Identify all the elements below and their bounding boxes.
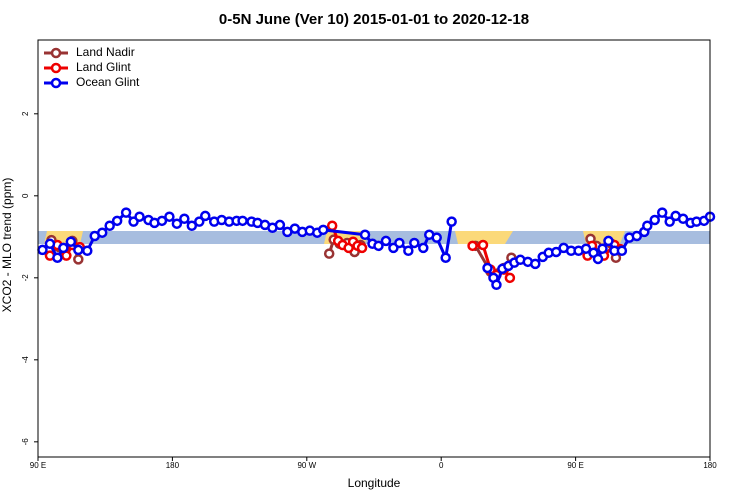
data-point <box>82 245 93 257</box>
data-point <box>194 216 205 227</box>
data-point <box>440 252 451 263</box>
x-tick-label: 180 <box>703 461 717 470</box>
x-axis-label: Longitude <box>348 476 401 490</box>
x-tick-label: 180 <box>166 461 180 470</box>
data-point <box>274 219 286 231</box>
data-point <box>592 253 604 265</box>
data-point <box>677 213 689 225</box>
plot-frame <box>37 39 711 458</box>
data-point <box>156 215 168 227</box>
data-point <box>323 248 335 259</box>
data-point <box>65 236 77 247</box>
x-tick-label: 90 W <box>297 461 316 470</box>
y-tick-label: -6 <box>21 438 30 446</box>
data-point <box>237 215 248 227</box>
data-point <box>186 220 198 231</box>
legend-label: Land Nadir <box>76 45 135 59</box>
data-point <box>649 214 660 226</box>
data-point <box>356 242 368 254</box>
data-point <box>580 243 592 254</box>
chart-title: 0-5N June (Ver 10) 2015-01-01 to 2020-12… <box>219 11 529 28</box>
data-point <box>373 240 384 252</box>
data-point <box>164 211 175 222</box>
data-point <box>431 232 442 243</box>
data-point <box>179 213 190 225</box>
legend-marker <box>50 47 62 59</box>
y-axis-label: XCO2 - MLO trend (ppm) <box>0 178 14 313</box>
y-tick-label: -2 <box>21 274 30 282</box>
legend-label: Ocean Glint <box>76 75 140 89</box>
data-point <box>491 279 502 291</box>
y-tick-label: 2 <box>21 111 30 116</box>
data-point <box>380 235 392 247</box>
data-point <box>550 246 562 258</box>
data-point <box>111 215 123 227</box>
legend-label: Land Glint <box>76 60 131 74</box>
data-point <box>394 237 405 249</box>
legend-marker <box>50 62 62 74</box>
data-point <box>37 244 48 256</box>
data-point <box>96 227 108 238</box>
data-point <box>104 220 115 231</box>
data-point <box>642 220 653 231</box>
data-point <box>616 245 628 257</box>
data-point <box>418 242 429 254</box>
data-point <box>403 245 414 257</box>
data-point <box>409 237 420 249</box>
y-tick-label: 0 <box>21 193 30 198</box>
y-tick-label: -4 <box>21 356 30 364</box>
data-point <box>477 239 489 251</box>
data-point <box>603 235 614 247</box>
data-point <box>52 252 63 263</box>
data-point <box>73 254 84 265</box>
data-point <box>326 220 338 231</box>
data-point <box>44 238 56 250</box>
data-point <box>120 207 132 218</box>
data-point <box>171 218 183 229</box>
data-point <box>504 272 516 284</box>
data-point <box>656 207 668 218</box>
data-point <box>446 216 457 227</box>
data-point <box>200 210 211 222</box>
legend-marker <box>50 77 62 89</box>
land-band <box>455 231 513 244</box>
data-point <box>631 230 643 242</box>
data-point <box>134 211 145 222</box>
data-point <box>317 224 329 236</box>
data-point <box>482 262 493 274</box>
series-layer <box>37 207 716 291</box>
x-tick-label: 90 E <box>30 461 46 470</box>
ocean-band <box>38 231 710 244</box>
data-point <box>597 243 608 254</box>
data-point <box>359 229 371 241</box>
x-tick-label: 0 <box>439 461 444 470</box>
data-point <box>58 242 69 254</box>
x-tick-label: 90 E <box>567 461 583 470</box>
data-point <box>467 240 478 252</box>
data-point <box>73 244 84 256</box>
data-point <box>530 258 541 270</box>
data-point <box>664 216 675 227</box>
